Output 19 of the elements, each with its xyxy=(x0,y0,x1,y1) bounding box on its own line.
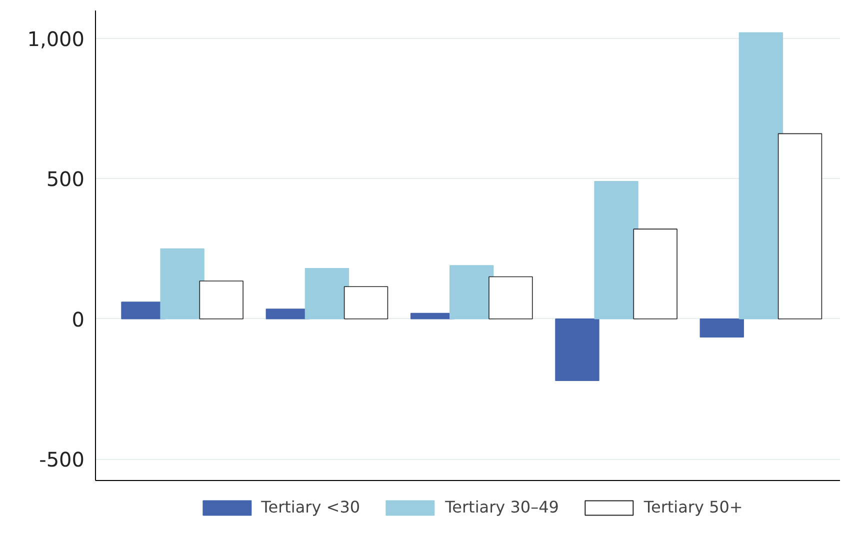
bar xyxy=(778,133,822,320)
legend-label: Tertiary <30 xyxy=(261,498,360,516)
bar xyxy=(594,180,638,320)
legend-label: Tertiary 50+ xyxy=(644,498,743,516)
bar xyxy=(700,318,744,338)
y-tick-label: 500 xyxy=(46,167,85,192)
y-tick-label: 0 xyxy=(72,307,85,332)
bar xyxy=(488,276,533,320)
bar xyxy=(450,265,494,320)
bar xyxy=(633,228,678,320)
y-tick-label: -500 xyxy=(39,448,84,472)
bar xyxy=(304,268,350,320)
legend-label: Tertiary 30–49 xyxy=(445,498,559,516)
bar xyxy=(738,32,784,320)
bar xyxy=(199,280,244,320)
bar xyxy=(555,318,600,382)
y-tick-label: 1,000 xyxy=(27,26,85,51)
bar xyxy=(344,286,388,320)
bar xyxy=(160,248,204,320)
